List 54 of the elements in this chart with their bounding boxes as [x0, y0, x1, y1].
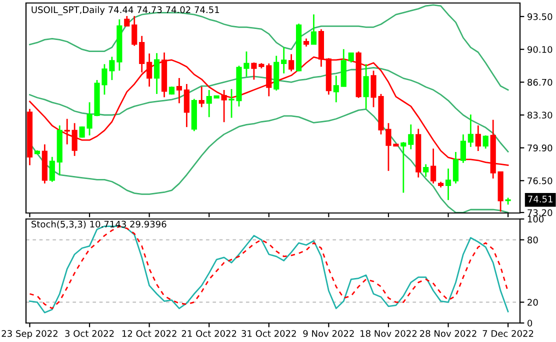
- x-tick-label: 31 Oct 2022: [242, 330, 296, 337]
- candlestick: [400, 141, 406, 194]
- candlestick: [460, 134, 466, 164]
- candlestick: [468, 114, 474, 148]
- y-tick-label: 20: [528, 298, 538, 306]
- candlestick: [184, 83, 190, 128]
- candlestick: [333, 75, 339, 103]
- line-series: [29, 4, 509, 91]
- y-tick-label: 80: [528, 236, 538, 244]
- y-tick-label: 100: [528, 216, 544, 223]
- y-tick-label: 86.70: [528, 78, 552, 86]
- chart-title: USOIL_SPT,Daily 74.44 74.73 74.02 74.51: [32, 6, 220, 16]
- x-tick-label: 3 Oct 2022: [65, 330, 114, 337]
- candlestick: [310, 14, 317, 45]
- x-tick-label: 7 Dec 2022: [482, 330, 534, 337]
- candlestick: [154, 52, 160, 95]
- x-tick-label: 12 Oct 2022: [122, 330, 176, 337]
- candlestick: [132, 15, 138, 47]
- candlestick: [408, 124, 414, 150]
- y-tick-label: 0: [528, 320, 532, 327]
- candlestick: [176, 77, 182, 104]
- y-tick-label: 83.30: [528, 112, 552, 119]
- candlestick: [64, 118, 70, 146]
- candlestick: [430, 148, 436, 184]
- y-tick-label: 73.20: [528, 209, 552, 216]
- candlestick: [288, 53, 294, 72]
- x-tick-label: 18 Nov 2022: [360, 330, 416, 337]
- candlestick: [206, 89, 212, 118]
- candlestick: [49, 156, 55, 183]
- candlestick: [348, 52, 354, 64]
- y-tick-label: 79.90: [528, 144, 552, 152]
- candlestick: [475, 124, 481, 152]
- y-tick-label: 90.10: [528, 46, 552, 53]
- candlestick: [266, 62, 272, 97]
- candlestick: [251, 62, 257, 80]
- candlestick: [363, 63, 369, 110]
- text: 74.51: [528, 196, 552, 202]
- line-series: [29, 66, 509, 152]
- chart-title: Stoch(5,3,3) 10.7143 29.9396: [32, 220, 166, 229]
- candlestick: [482, 134, 488, 150]
- candlestick: [72, 122, 78, 157]
- x-tick-label: 21 Oct 2022: [182, 330, 236, 337]
- y-tick-label: 76.50: [528, 177, 552, 184]
- y-tick-label: 93.50: [528, 13, 552, 20]
- candlestick: [124, 15, 130, 27]
- candlestick: [221, 89, 227, 123]
- candlestick: [423, 164, 429, 178]
- candlestick: [445, 168, 452, 201]
- x-tick-label: 9 Nov 2022: [303, 330, 354, 337]
- candlestick: [452, 151, 459, 184]
- candlestick: [198, 86, 204, 108]
- x-tick-label: 28 Nov 2022: [420, 330, 476, 337]
- candlestick: [281, 46, 287, 74]
- x-tick-label: 23 Sep 2022: [2, 330, 58, 339]
